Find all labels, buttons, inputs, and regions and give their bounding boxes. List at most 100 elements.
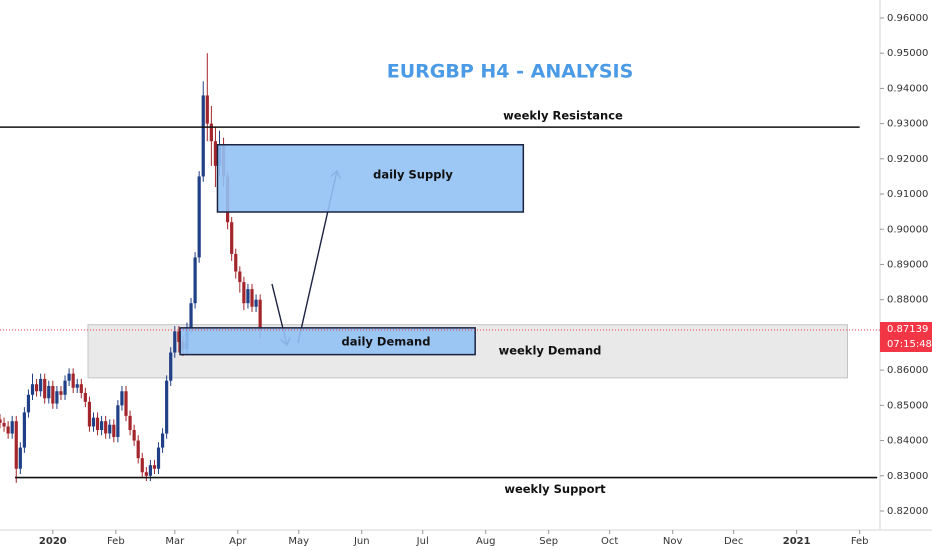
candle-body bbox=[104, 421, 108, 434]
candle-body bbox=[254, 299, 258, 307]
zone-label: daily Supply bbox=[373, 168, 453, 182]
candle-body bbox=[246, 289, 250, 304]
x-tick-label: Jul bbox=[416, 536, 429, 547]
candle-body bbox=[132, 429, 136, 441]
candle-body bbox=[148, 465, 152, 476]
candle-body bbox=[173, 331, 177, 353]
candle-body bbox=[34, 384, 39, 392]
candle-body bbox=[95, 417, 100, 430]
y-tick-label: 0.92000 bbox=[887, 154, 928, 165]
candle-body bbox=[67, 373, 71, 381]
candle-body bbox=[30, 384, 35, 395]
candle-body bbox=[120, 391, 124, 406]
candle-body bbox=[116, 405, 120, 438]
candle-body bbox=[230, 222, 234, 254]
level-label: weekly Support bbox=[504, 482, 606, 496]
candle-body bbox=[238, 271, 242, 283]
zone bbox=[216, 143, 525, 213]
y-tick-label: 0.90000 bbox=[887, 224, 928, 235]
candle-body bbox=[128, 415, 132, 430]
candle-body bbox=[14, 421, 18, 469]
candle-body bbox=[75, 384, 79, 388]
x-tick-label: 2021 bbox=[783, 536, 811, 547]
y-tick-label: 0.84000 bbox=[887, 436, 928, 447]
candle-body bbox=[144, 472, 148, 476]
candle-body bbox=[26, 394, 31, 413]
x-tick-label: Apr bbox=[229, 536, 247, 547]
candle-body bbox=[55, 391, 59, 404]
candle-body bbox=[0, 419, 2, 423]
candle-body bbox=[2, 422, 6, 427]
candle-body bbox=[156, 447, 161, 469]
candle-body bbox=[258, 299, 262, 330]
zone bbox=[179, 327, 476, 356]
last-price-label: 0.87139 bbox=[887, 324, 928, 335]
candle-body bbox=[160, 433, 165, 448]
candle-body bbox=[205, 95, 209, 124]
candle-body bbox=[59, 391, 63, 395]
candle-body bbox=[47, 385, 51, 399]
x-tick-label: Oct bbox=[601, 536, 618, 547]
candle-body bbox=[100, 421, 104, 430]
y-tick-label: 0.96000 bbox=[887, 13, 928, 24]
x-tick-label: May bbox=[288, 536, 309, 547]
candle-body bbox=[87, 401, 92, 427]
candle-body bbox=[189, 303, 193, 328]
candle-body bbox=[124, 391, 128, 416]
candle-body bbox=[201, 95, 205, 177]
candle-body bbox=[79, 384, 83, 394]
candle-body bbox=[10, 421, 14, 434]
candle-body bbox=[136, 440, 140, 459]
zone-label: weekly Demand bbox=[499, 344, 602, 358]
chart-title: EURGBP H4 - ANALYSIS bbox=[387, 61, 634, 83]
x-tick-label: 2020 bbox=[39, 536, 67, 547]
candle-body bbox=[152, 465, 157, 469]
x-tick-label: Dec bbox=[724, 536, 743, 547]
y-tick-label: 0.89000 bbox=[887, 259, 928, 270]
y-tick-label: 0.94000 bbox=[887, 83, 928, 94]
candle-body bbox=[197, 176, 201, 258]
candles bbox=[0, 53, 262, 483]
level-label: weekly Resistance bbox=[503, 109, 623, 123]
x-tick-label: Nov bbox=[663, 536, 683, 547]
candle-body bbox=[213, 141, 218, 166]
candle-body bbox=[250, 289, 254, 307]
candle-body bbox=[242, 282, 246, 304]
candle-body bbox=[51, 385, 55, 404]
y-tick-label: 0.93000 bbox=[887, 119, 928, 130]
candle-body bbox=[22, 412, 26, 448]
candle-body bbox=[91, 417, 96, 427]
candle-body bbox=[112, 424, 116, 438]
x-tick-label: Feb bbox=[851, 536, 869, 547]
y-tick-label: 0.85000 bbox=[887, 400, 928, 411]
candle-body bbox=[6, 426, 10, 434]
candle-body bbox=[169, 352, 173, 381]
candle-body bbox=[177, 331, 181, 342]
overlay: weekly Demand daily Demand daily Supply wee… bbox=[0, 109, 878, 496]
y-tick-label: 0.83000 bbox=[887, 471, 928, 482]
zone-label: daily Demand bbox=[342, 335, 431, 349]
x-tick-label: Jun bbox=[353, 536, 370, 547]
candle-body bbox=[83, 393, 87, 402]
last-price-box bbox=[880, 322, 932, 353]
candle-body bbox=[140, 458, 144, 473]
candle-body bbox=[209, 123, 213, 142]
y-tick-label: 0.91000 bbox=[887, 189, 928, 200]
candle-body bbox=[165, 380, 169, 434]
y-tick-label: 0.95000 bbox=[887, 48, 928, 59]
x-tick-label: Sep bbox=[539, 536, 558, 547]
x-tick-label: Feb bbox=[107, 536, 125, 547]
candle-body bbox=[71, 373, 75, 388]
y-tick-label: 0.88000 bbox=[887, 295, 928, 306]
candle-body bbox=[193, 257, 197, 304]
candle-body bbox=[43, 378, 47, 399]
y-tick-label: 0.86000 bbox=[887, 365, 928, 376]
candle-body bbox=[63, 380, 67, 395]
x-tick-label: Aug bbox=[476, 536, 496, 547]
y-tick-label: 0.82000 bbox=[887, 506, 928, 517]
candle-body bbox=[108, 424, 112, 434]
candle-body bbox=[39, 378, 43, 392]
candle-body bbox=[18, 447, 22, 469]
